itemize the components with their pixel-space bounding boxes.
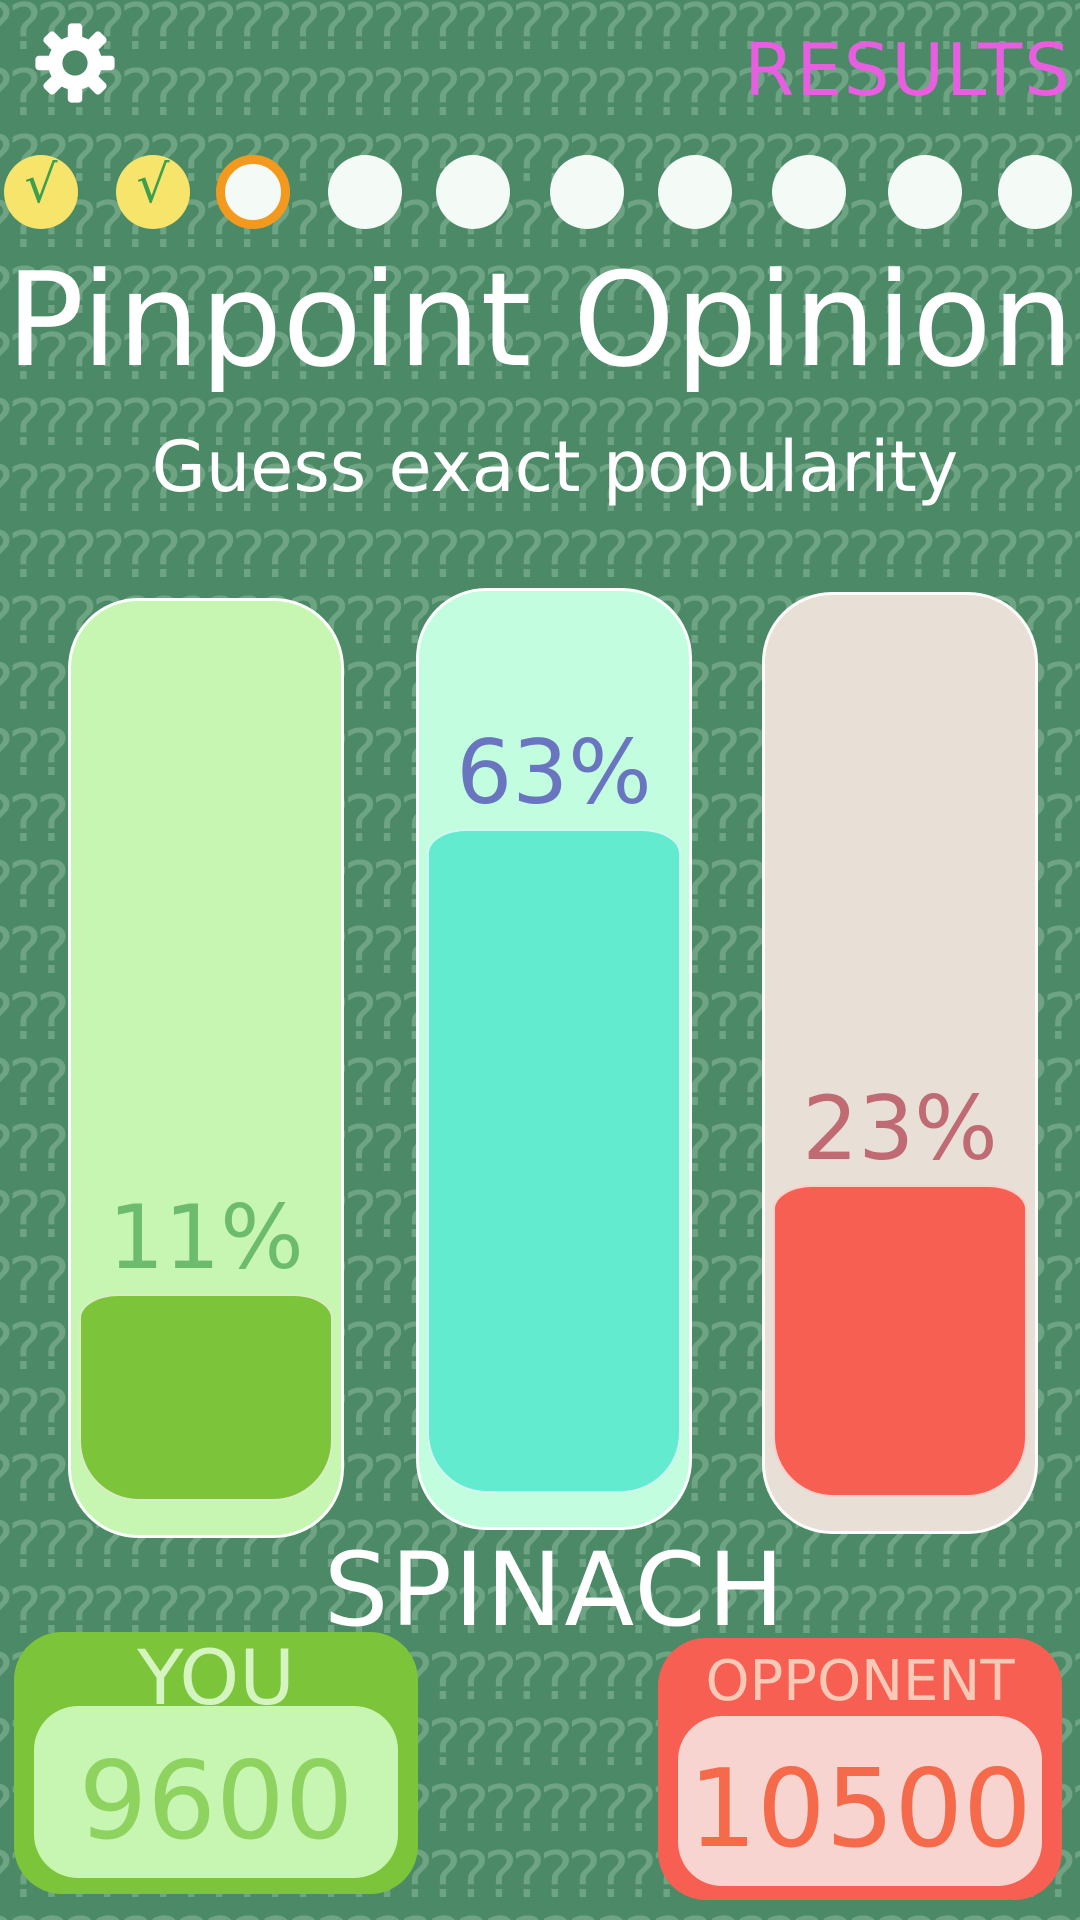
player-score-card: YOU 9600: [14, 1632, 418, 1894]
opponent-score-value: 10500: [688, 1747, 1032, 1872]
game-title: Pinpoint Opinion: [5, 244, 1075, 396]
progress-dot-pending: [436, 155, 510, 229]
progress-dot-complete: √: [4, 155, 78, 229]
progress-dot-pending: [658, 155, 732, 229]
opponent-label: OPPONENT: [705, 1649, 1015, 1714]
opponent-score-panel: 10500: [678, 1716, 1042, 1886]
progress-dot-complete: √: [116, 155, 190, 229]
popularity-bar-1[interactable]: 11%: [68, 598, 344, 1538]
bar-percent-label: 11%: [108, 1186, 304, 1289]
pattern-row: ????????????????????????????????????????: [0, 519, 1080, 593]
bar-percent-label: 23%: [802, 1077, 998, 1180]
progress-dot-pending: [550, 155, 624, 229]
question-word: SPINACH: [323, 1531, 787, 1650]
settings-button[interactable]: [30, 18, 120, 108]
check-icon: √: [136, 155, 170, 215]
player-score-value: 9600: [78, 1739, 354, 1864]
results-button[interactable]: RESULTS: [744, 28, 1072, 112]
opponent-score-card: OPPONENT 10500: [658, 1638, 1062, 1900]
bar-percent-label: 63%: [456, 721, 652, 824]
pattern-row: ????????????????????????????????????????: [0, 1910, 1080, 1920]
player-score-panel: 9600: [34, 1706, 398, 1878]
gear-icon: [35, 23, 115, 103]
progress-dot-current: [216, 155, 290, 229]
progress-dot-pending: [888, 155, 962, 229]
progress-dot-pending: [998, 155, 1072, 229]
popularity-bar-2[interactable]: 63%: [416, 588, 692, 1530]
bar-fill: [427, 829, 681, 1493]
game-subtitle: Guess exact popularity: [151, 426, 959, 508]
popularity-bar-3[interactable]: 23%: [762, 592, 1038, 1534]
bar-fill: [773, 1185, 1027, 1497]
bar-fill: [79, 1294, 333, 1501]
progress-dot-pending: [328, 155, 402, 229]
progress-dot-pending: [772, 155, 846, 229]
check-icon: √: [24, 155, 58, 215]
player-label: YOU: [137, 1633, 295, 1722]
